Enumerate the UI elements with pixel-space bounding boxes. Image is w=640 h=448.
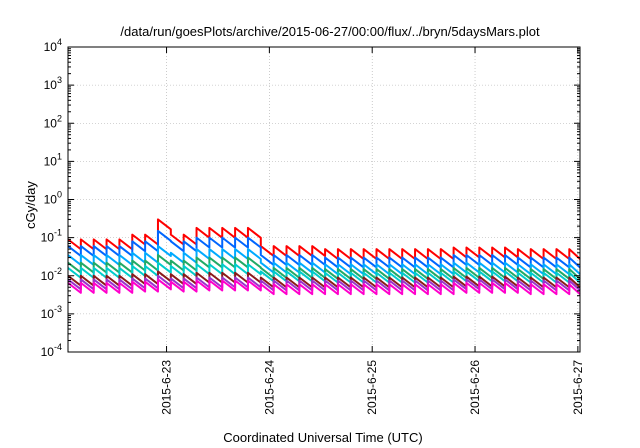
series-line: [67, 278, 581, 296]
y-tick-labels: 10-4 10-3 10-2 10-1 100 101 102 103 104: [41, 37, 62, 359]
grid-lines: [68, 46, 580, 353]
y-tick-label: 10-3: [41, 304, 62, 321]
y-tick-label: 104: [44, 37, 62, 54]
x-tick-label: 2015-6-27: [571, 360, 585, 415]
y-tick-label: 100: [44, 190, 62, 207]
y-tick-label: 101: [44, 151, 62, 168]
x-tick-label: 2015-6-23: [160, 360, 174, 415]
y-tick-label: 10-1: [41, 228, 62, 245]
y-tick-label: 10-2: [41, 266, 62, 283]
y-tick-label: 102: [44, 113, 62, 130]
y-tick-label: 103: [44, 75, 62, 92]
x-tick-labels: 2015-6-23 2015-6-24 2015-6-25 2015-6-26 2015…: [160, 360, 585, 415]
series-lines: [67, 218, 581, 296]
y-axis-label: cGy/day: [23, 181, 38, 229]
x-tick-label: 2015-6-26: [468, 360, 482, 415]
axis-ticks: [68, 46, 580, 353]
x-tick-label: 2015-6-24: [262, 360, 276, 415]
x-axis-label: Coordinated Universal Time (UTC): [223, 430, 422, 445]
x-tick-label: 2015-6-25: [365, 360, 379, 415]
y-tick-label: 10-4: [41, 342, 62, 359]
chart-title: /data/run/goesPlots/archive/2015-06-27/0…: [120, 24, 540, 39]
